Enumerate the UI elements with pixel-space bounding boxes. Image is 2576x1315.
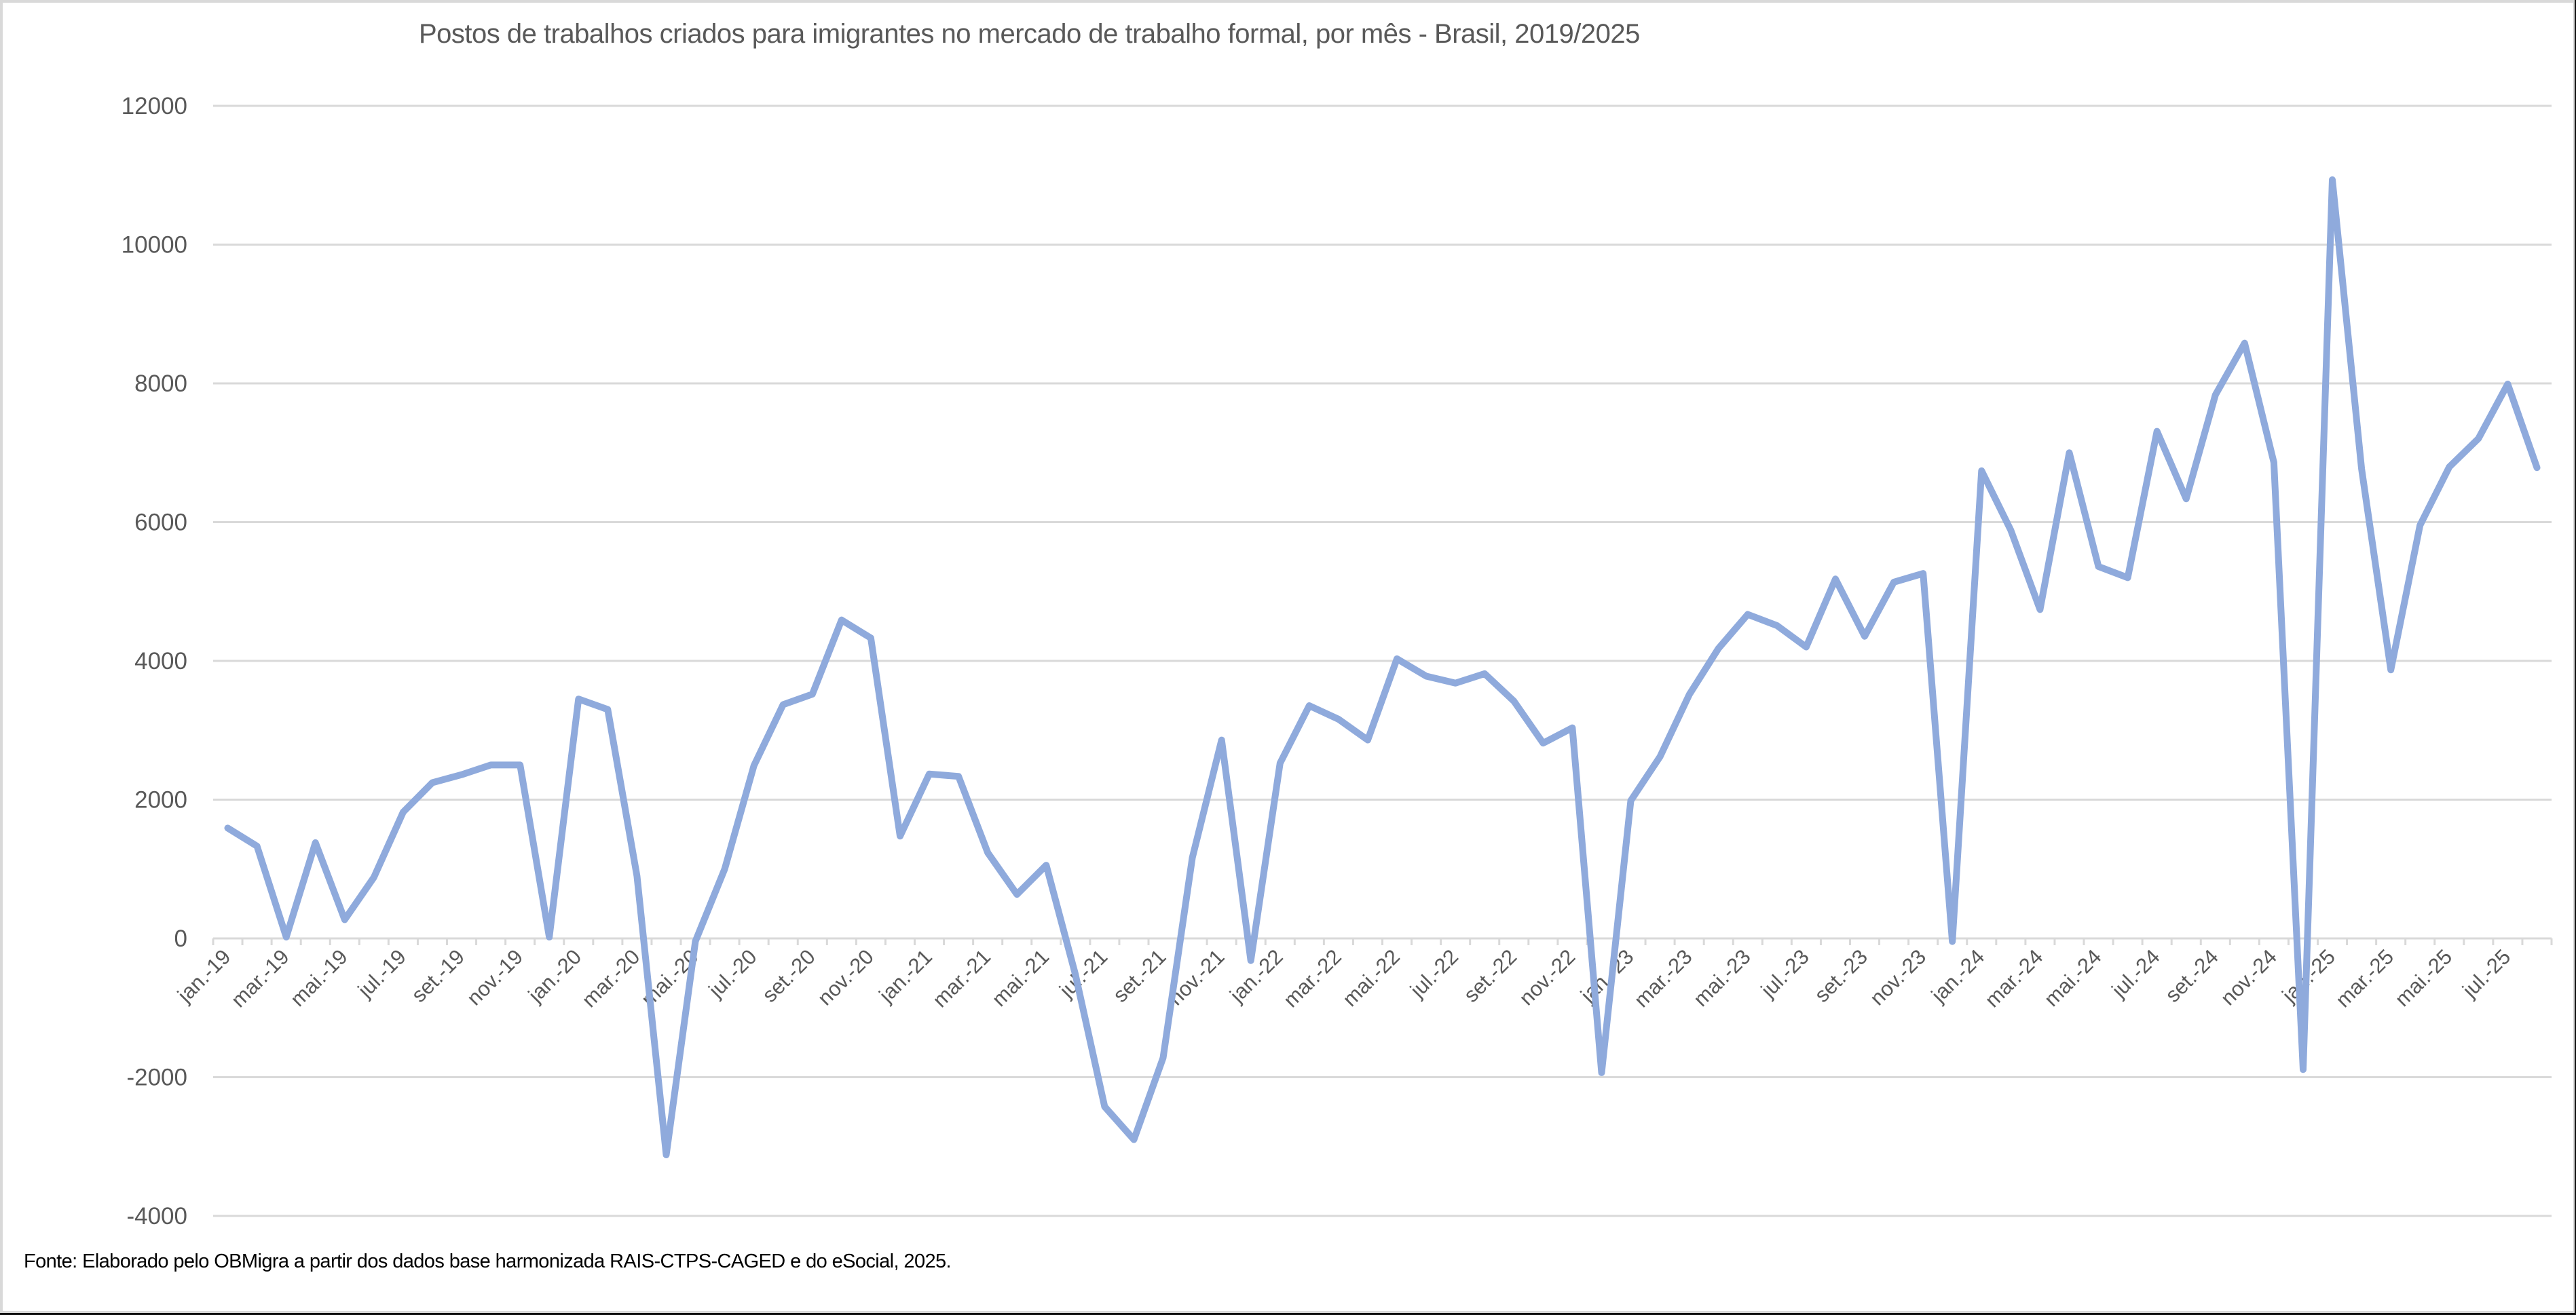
- x-tick-label: set.-23: [1810, 945, 1872, 1007]
- x-tick-label: jul.-21: [1054, 945, 1112, 1002]
- x-tick-label: set.-22: [1459, 945, 1521, 1007]
- x-tick-label: jan.-20: [523, 945, 586, 1007]
- x-tick-label: jan.-21: [874, 945, 936, 1007]
- y-tick-label: 12000: [122, 93, 187, 119]
- x-tick-label: mai.-24: [2040, 945, 2106, 1011]
- x-tick-label: mai.-22: [1338, 945, 1404, 1011]
- x-tick-label: jul.-19: [353, 945, 411, 1002]
- x-tick-label: set.-20: [758, 945, 820, 1007]
- gridlines: [213, 104, 2552, 1217]
- x-tick-label: nov.-22: [1514, 945, 1580, 1010]
- x-tick-label: mar.-25: [2331, 945, 2398, 1012]
- x-tick-label: nov.-20: [813, 945, 878, 1010]
- y-tick-label: 4000: [134, 648, 187, 674]
- x-tick-label: jul.-22: [1405, 945, 1463, 1002]
- data-series: [224, 176, 2541, 1158]
- x-tick-label: mar.-24: [1980, 945, 2047, 1012]
- y-tick-label: 2000: [134, 787, 187, 814]
- x-tick-label: nov.-23: [1865, 945, 1930, 1010]
- x-tick-label: mar.-21: [928, 945, 995, 1012]
- y-tick-label: 8000: [134, 370, 187, 397]
- x-tick-label: jul.-20: [703, 945, 761, 1002]
- x-tick-label: set.-19: [407, 945, 469, 1007]
- window-edge-bottom: [0, 1313, 2576, 1315]
- x-tick-label: jul.-24: [2106, 945, 2164, 1002]
- x-tick-label: nov.-19: [462, 945, 527, 1010]
- x-tick-label: set.-21: [1108, 945, 1171, 1007]
- x-tick-label: set.-24: [2161, 945, 2223, 1007]
- x-tick-label: mar.-19: [227, 945, 294, 1012]
- y-tick-label: 0: [174, 926, 187, 952]
- source-note: Fonte: Elaborado pelo OBMigra a partir d…: [24, 1251, 952, 1272]
- x-tick-label: mai.-25: [2390, 945, 2457, 1011]
- x-tick-label: jan.-19: [172, 945, 235, 1007]
- y-tick-label: 10000: [122, 232, 187, 259]
- chart-title: Postos de trabalhos criados para imigran…: [419, 19, 1640, 49]
- x-tick-label: jan.-24: [1926, 945, 1989, 1007]
- x-tick-label: mai.-23: [1689, 945, 1755, 1011]
- window-edge-right: [2575, 0, 2576, 1315]
- x-tick-label: mar.-22: [1279, 945, 1346, 1012]
- x-tick-label: mar.-23: [1630, 945, 1697, 1012]
- y-axis-labels: 12000 10000 8000 6000 4000 2000 0 -2000 -4000: [122, 93, 187, 1230]
- series-line: [224, 176, 2541, 1158]
- x-tick-label: mai.-19: [286, 945, 352, 1011]
- x-tick-label: mar.-20: [577, 945, 644, 1012]
- x-tick-label: mai.-21: [987, 945, 1053, 1011]
- y-tick-label: 6000: [134, 510, 187, 536]
- x-tick-label: jul.-25: [2457, 945, 2515, 1002]
- y-tick-label: -2000: [126, 1065, 187, 1091]
- x-tick-label: jan.-22: [1225, 945, 1287, 1007]
- x-tick-label: nov.-24: [2216, 945, 2281, 1010]
- y-tick-label: -4000: [126, 1203, 187, 1230]
- x-tick-label: jul.-23: [1756, 945, 1814, 1002]
